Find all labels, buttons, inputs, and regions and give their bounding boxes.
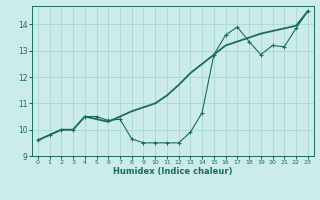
X-axis label: Humidex (Indice chaleur): Humidex (Indice chaleur) xyxy=(113,167,233,176)
